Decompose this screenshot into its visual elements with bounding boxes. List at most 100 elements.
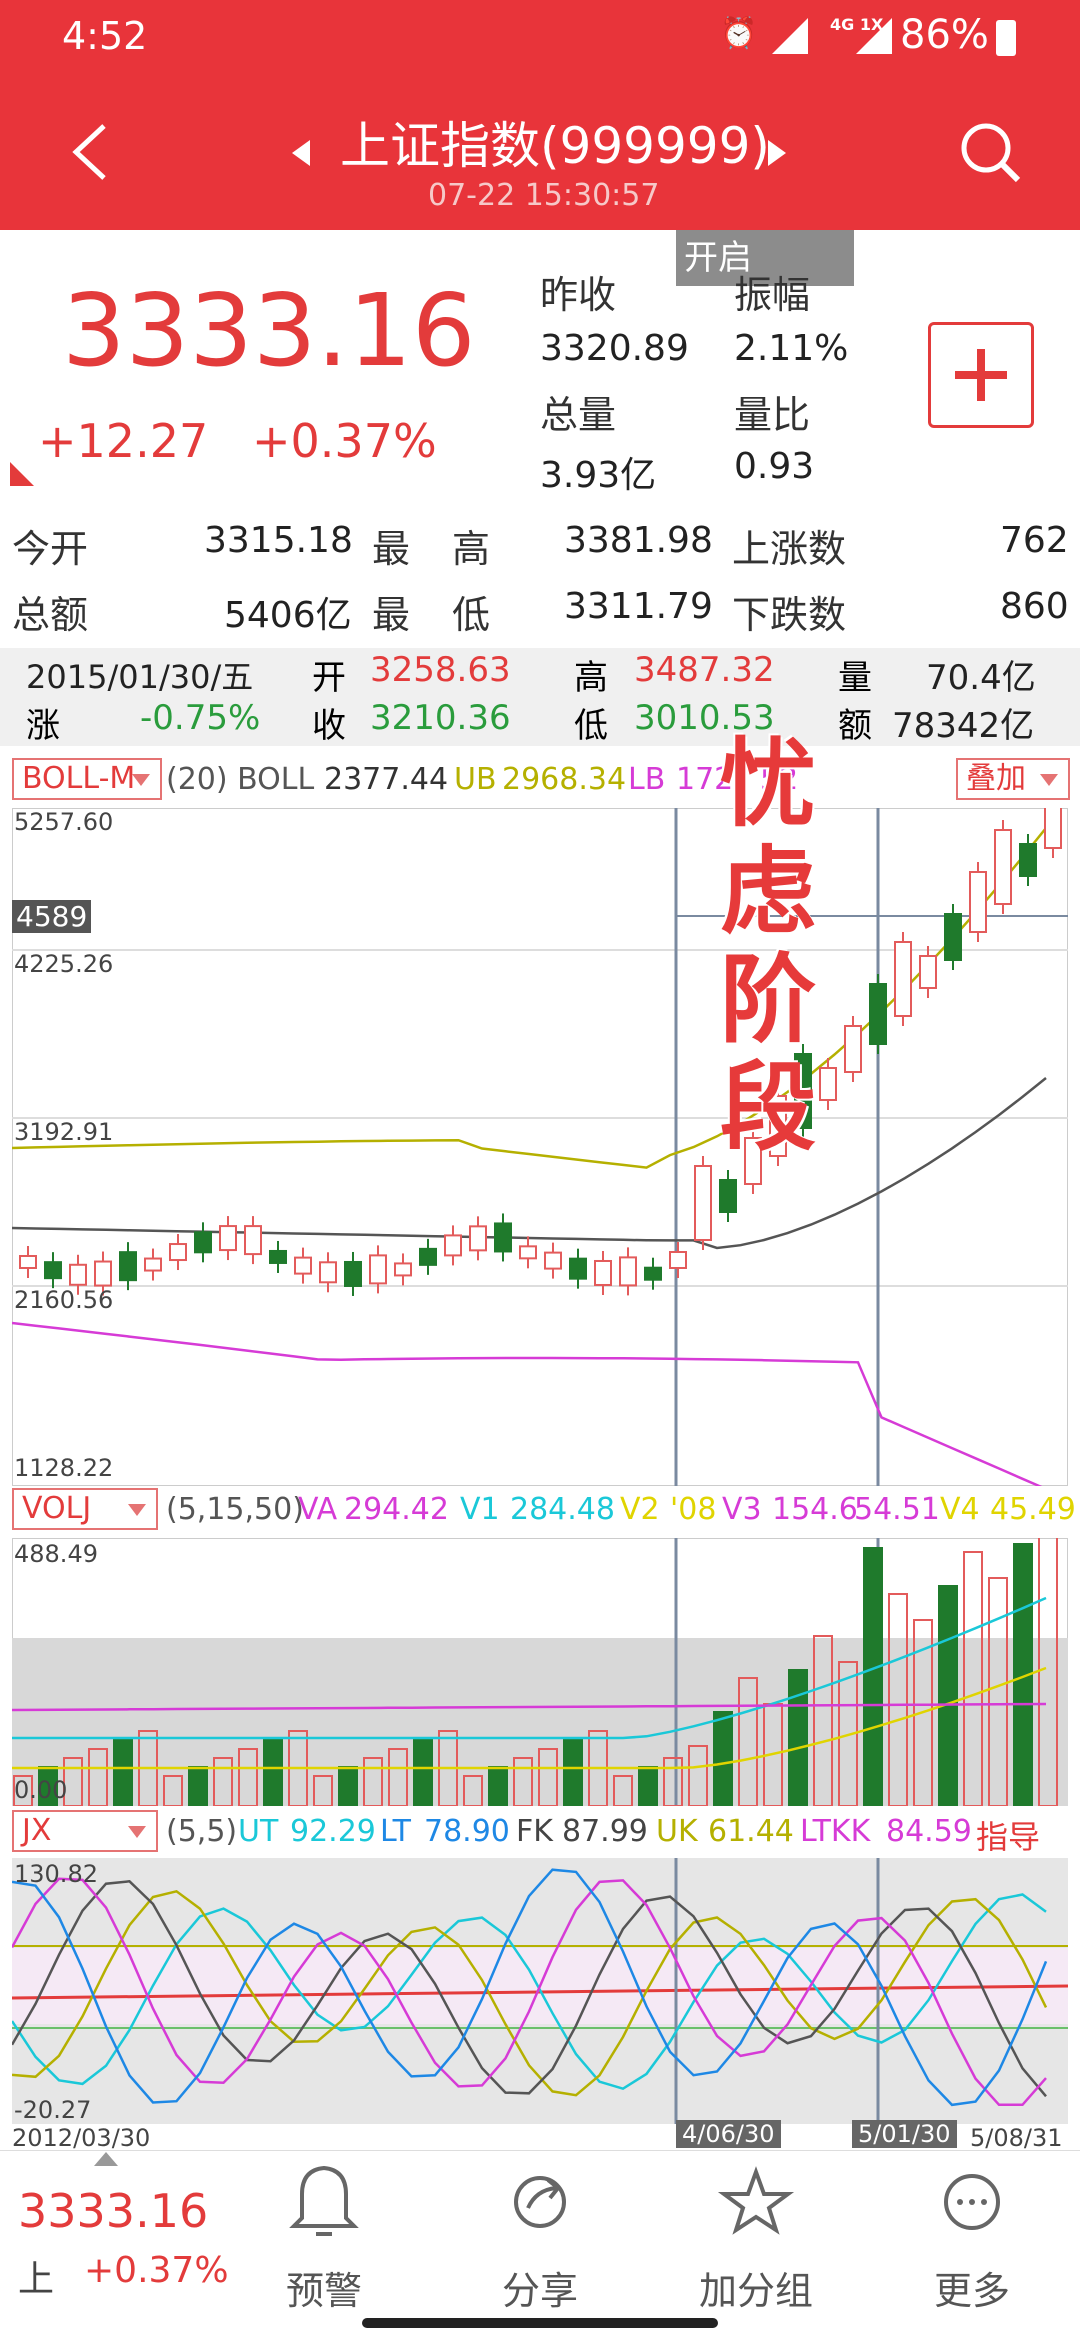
candle-body: [369, 1254, 387, 1285]
boll-y-label-3: 2160.56: [14, 1286, 114, 1314]
jx-fk-value: 87.99: [562, 1814, 648, 1849]
candle-body: [869, 983, 887, 1045]
vol-ratio-label: 量比: [734, 393, 811, 437]
jx-selector[interactable]: JX: [12, 1810, 158, 1852]
back-icon[interactable]: [70, 122, 110, 182]
boll-lb-tail: 52: [760, 762, 799, 797]
boll-y-label-0: 5257.60: [14, 808, 114, 836]
nav-share[interactable]: 分享: [432, 2150, 648, 2313]
volume-bar: [163, 1775, 183, 1806]
candle-body: [469, 1225, 487, 1252]
amplitude-value: 2.11%: [734, 328, 849, 369]
volume-bar: [463, 1775, 483, 1806]
add-watchlist-button[interactable]: [928, 322, 1034, 428]
boll-lower-band: [12, 1321, 1043, 1486]
vol-ma-long: [12, 1702, 1047, 1712]
candle-body: [819, 1067, 837, 1101]
up-count-label: 上涨数: [732, 527, 847, 571]
candle-body: [769, 1095, 787, 1157]
jx-lt-value: 78.90: [424, 1814, 510, 1849]
day-amt-label: 额: [838, 706, 872, 746]
jx-line-3: [12, 1877, 1047, 2107]
candle-body: [1044, 808, 1062, 849]
amount-value: 5406亿: [224, 595, 352, 636]
candle-body: [44, 1261, 62, 1280]
candle-body: [1019, 843, 1037, 877]
up-count-value: 762: [1000, 520, 1069, 561]
footer-market: 上: [18, 2259, 55, 2300]
candle-body: [419, 1247, 437, 1266]
prev-close-label: 昨收: [540, 273, 617, 317]
volume-bar: [913, 1619, 933, 1806]
boll-selector[interactable]: BOLL-M: [12, 758, 162, 800]
candle-body: [619, 1256, 637, 1287]
nav-add-group[interactable]: 加分组: [648, 2150, 864, 2313]
candle-body: [294, 1256, 312, 1275]
volume-bar: [888, 1593, 908, 1806]
candle-body: [444, 1234, 462, 1257]
volume-selector-label: VOLJ: [22, 1491, 92, 1526]
page-title: 上证指数(999999): [340, 117, 770, 175]
nav-alert[interactable]: 预警: [216, 2150, 432, 2313]
volume-chart[interactable]: [12, 1538, 1068, 1806]
volume-bar: [363, 1757, 383, 1806]
day-close-value: 3210.36: [370, 698, 511, 738]
prev-stock-icon[interactable]: [292, 140, 312, 166]
volume-bar: [838, 1661, 858, 1806]
volume-bar: [513, 1757, 533, 1806]
signal-icon-2: [856, 18, 892, 54]
volume-bar: [338, 1766, 358, 1806]
share-icon: [514, 2176, 566, 2228]
price-change: +12.27: [38, 414, 209, 468]
volume-bar: [313, 1775, 333, 1806]
volume-selector[interactable]: VOLJ: [12, 1488, 158, 1530]
jx-date-1: 4/06/30: [676, 2120, 781, 2148]
volume-bar: [663, 1757, 683, 1806]
jx-uk-value: 61.44: [708, 1814, 794, 1849]
day-low-value: 3010.53: [634, 698, 775, 738]
boll-upper-band: [12, 827, 1047, 1169]
jx-guide-link[interactable]: 指导: [976, 1818, 1041, 1856]
candle-body: [644, 1266, 662, 1281]
day-date: 2015/01/30/五: [26, 658, 254, 696]
day-chg-label: 涨: [26, 706, 60, 746]
jx-uk-label: UK: [656, 1814, 698, 1849]
jx-ut-label: UT: [238, 1814, 279, 1849]
nav-more[interactable]: 更多: [864, 2150, 1080, 2313]
vol-v4-label: V4: [940, 1492, 980, 1527]
down-count-value: 860: [1000, 586, 1069, 627]
high-value: 3381.98: [564, 520, 713, 561]
crosshair-price-label: 4589: [12, 900, 92, 933]
vol-ma-short: [12, 1596, 1047, 1740]
day-detail-strip: [0, 648, 1080, 746]
overlay-button[interactable]: 叠加: [956, 758, 1070, 800]
candle-body: [19, 1255, 37, 1269]
open-value: 3315.18: [204, 520, 353, 561]
volume-bar: [1038, 1538, 1058, 1806]
volume-bar: [638, 1766, 658, 1806]
volume-bar: [788, 1669, 808, 1806]
search-icon[interactable]: [958, 120, 1022, 184]
candle-body: [119, 1251, 137, 1282]
day-low-label: 低: [574, 706, 608, 746]
high-label-b: 高: [452, 527, 491, 571]
vol-y-bottom: 0.00: [14, 1776, 68, 1804]
vol-v2-label: V2: [620, 1492, 660, 1527]
jx-line-2: [12, 1879, 1047, 2098]
jx-fk-label: FK: [516, 1814, 553, 1849]
high-label-a: 最: [372, 527, 411, 571]
boll-chart[interactable]: [12, 808, 1068, 1486]
more-icon: [944, 2174, 1000, 2230]
nav-alert-label: 预警: [285, 2269, 362, 2313]
candle-body: [494, 1222, 512, 1253]
overlay-tab[interactable]: 开启: [676, 230, 854, 286]
jx-date-2: 5/01/30: [852, 2120, 957, 2148]
amount-label: 总额: [12, 593, 89, 637]
next-stock-icon[interactable]: [766, 140, 786, 166]
vol-va-label: VA: [298, 1492, 338, 1527]
candle-body: [344, 1260, 362, 1287]
vol-v1-label: V1: [460, 1492, 500, 1527]
jx-chart[interactable]: [12, 1858, 1068, 2124]
volume-bar: [538, 1748, 558, 1806]
boll-y-label-4: 1128.22: [14, 1454, 114, 1482]
